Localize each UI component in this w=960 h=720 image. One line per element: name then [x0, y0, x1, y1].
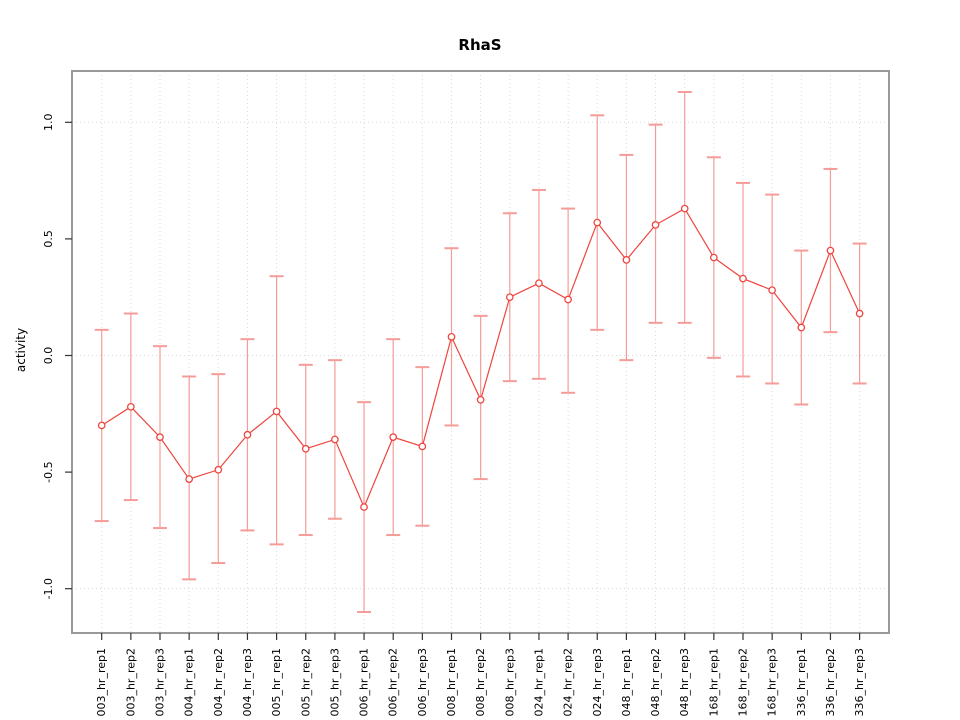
x-tick-label: 003_hr_rep2 [124, 648, 137, 717]
data-point [739, 274, 747, 283]
x-tick-label: 024_hr_rep3 [591, 648, 604, 717]
x-tick-label: 005_hr_rep3 [328, 648, 341, 717]
x-tick-label: 006_hr_rep3 [416, 648, 429, 717]
x-tick-label: 008_hr_rep1 [445, 648, 458, 717]
x-tick-label: 003_hr_rep3 [154, 648, 167, 717]
data-point [97, 421, 106, 430]
y-tick-label: 0.0 [42, 347, 55, 365]
data-point [418, 442, 427, 451]
data-point [535, 279, 543, 288]
x-tick-label: 168_hr_rep2 [737, 648, 750, 717]
x-tick-label: 006_hr_rep1 [358, 648, 371, 717]
x-tick-label: 048_hr_rep1 [620, 648, 633, 717]
data-point [156, 433, 164, 441]
y-tick-label: 1.0 [42, 114, 55, 132]
data-point [651, 221, 660, 229]
x-tick-label: 024_hr_rep1 [532, 648, 545, 717]
data-point [476, 395, 485, 404]
data-point [622, 256, 631, 264]
x-tick-label: 003_hr_rep1 [95, 648, 108, 717]
x-tick-label: 005_hr_rep2 [299, 648, 312, 717]
data-point [709, 253, 718, 262]
x-tick-label: 336_hr_rep2 [824, 648, 837, 717]
data-point [185, 475, 193, 483]
data-point [214, 465, 223, 474]
x-tick-label: 004_hr_rep2 [212, 648, 225, 717]
x-tick-label: 336_hr_rep3 [853, 648, 866, 717]
x-tick-label: 168_hr_rep3 [766, 648, 779, 717]
data-point [564, 295, 572, 304]
data-point [389, 433, 398, 441]
x-tick-label: 004_hr_rep1 [183, 648, 196, 717]
data-point [301, 444, 310, 453]
x-tick-label: 336_hr_rep1 [795, 648, 808, 717]
data-point [826, 246, 835, 255]
data-point [243, 430, 252, 439]
data-point [768, 286, 777, 295]
x-tick-label: 048_hr_rep3 [678, 648, 691, 717]
x-tick-label: 168_hr_rep1 [707, 648, 720, 717]
x-tick-label: 008_hr_rep3 [503, 648, 516, 717]
y-tick-label: -0.5 [42, 461, 55, 482]
y-tick-label: -1.0 [42, 578, 55, 599]
x-tick-label: 048_hr_rep2 [649, 648, 662, 717]
data-point [331, 435, 339, 444]
data-point [127, 402, 135, 411]
chart-title: RhaS [458, 36, 502, 54]
data-point [272, 407, 281, 416]
data-point [855, 309, 864, 318]
x-tick-label: 024_hr_rep2 [562, 648, 575, 717]
x-tick-label: 004_hr_rep3 [241, 648, 254, 717]
x-tick-label: 005_hr_rep1 [270, 648, 283, 717]
x-tick-label: 008_hr_rep2 [474, 648, 487, 717]
data-point [447, 332, 456, 341]
data-point [505, 293, 514, 302]
data-point [680, 204, 689, 213]
y-tick-label: 0.5 [42, 230, 55, 248]
x-tick-label: 006_hr_rep2 [387, 648, 400, 717]
data-point [593, 218, 602, 227]
data-point [360, 503, 368, 511]
data-point [797, 323, 806, 332]
